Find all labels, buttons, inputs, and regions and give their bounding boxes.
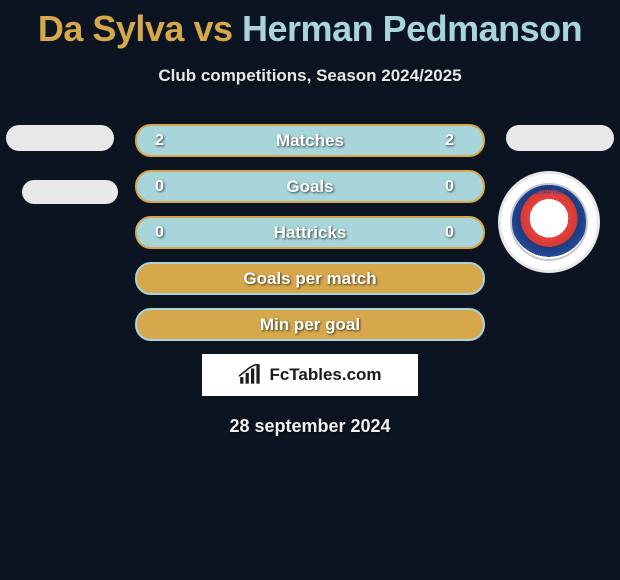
player2-club-crest: СПАРТАК	[501, 174, 597, 270]
stat-left-value: 2	[155, 132, 175, 150]
stat-row: Goals per match	[135, 262, 485, 295]
stat-left-value: 0	[155, 178, 175, 196]
vs-label: vs	[193, 8, 232, 49]
player1-name: Da Sylva	[38, 8, 184, 49]
stats-container: 2 Matches 2 0 Goals 0 0 Hattricks 0 Goals per mat…	[135, 124, 485, 341]
stat-label: Goals	[286, 177, 333, 197]
subtitle: Club competitions, Season 2024/2025	[0, 66, 620, 86]
stat-row: 0 Hattricks 0	[135, 216, 485, 249]
stat-right-value: 0	[445, 178, 465, 196]
stat-left-value: 0	[155, 224, 175, 242]
crest-graphic: СПАРТАК	[510, 183, 588, 261]
stat-row: 0 Goals 0	[135, 170, 485, 203]
stat-label: Hattricks	[274, 223, 347, 243]
attribution-text: FcTables.com	[269, 365, 381, 385]
page-title: Da Sylva vs Herman Pedmanson	[0, 0, 620, 50]
player2-photo-placeholder	[506, 125, 614, 151]
chart-icon	[238, 364, 264, 386]
stat-right-value: 2	[445, 132, 465, 150]
attribution-badge: FcTables.com	[202, 354, 418, 396]
player1-photo-placeholder	[6, 125, 114, 151]
crest-top-text: СПАРТАК	[512, 190, 586, 196]
stat-right-value: 0	[445, 224, 465, 242]
stat-row: 2 Matches 2	[135, 124, 485, 157]
stat-row: Min per goal	[135, 308, 485, 341]
stat-label: Goals per match	[243, 269, 376, 289]
footer-date: 28 september 2024	[0, 416, 620, 437]
stat-label: Min per goal	[260, 315, 360, 335]
player1-crest-placeholder	[22, 180, 118, 204]
stat-label: Matches	[276, 131, 344, 151]
player2-name: Herman Pedmanson	[242, 8, 582, 49]
